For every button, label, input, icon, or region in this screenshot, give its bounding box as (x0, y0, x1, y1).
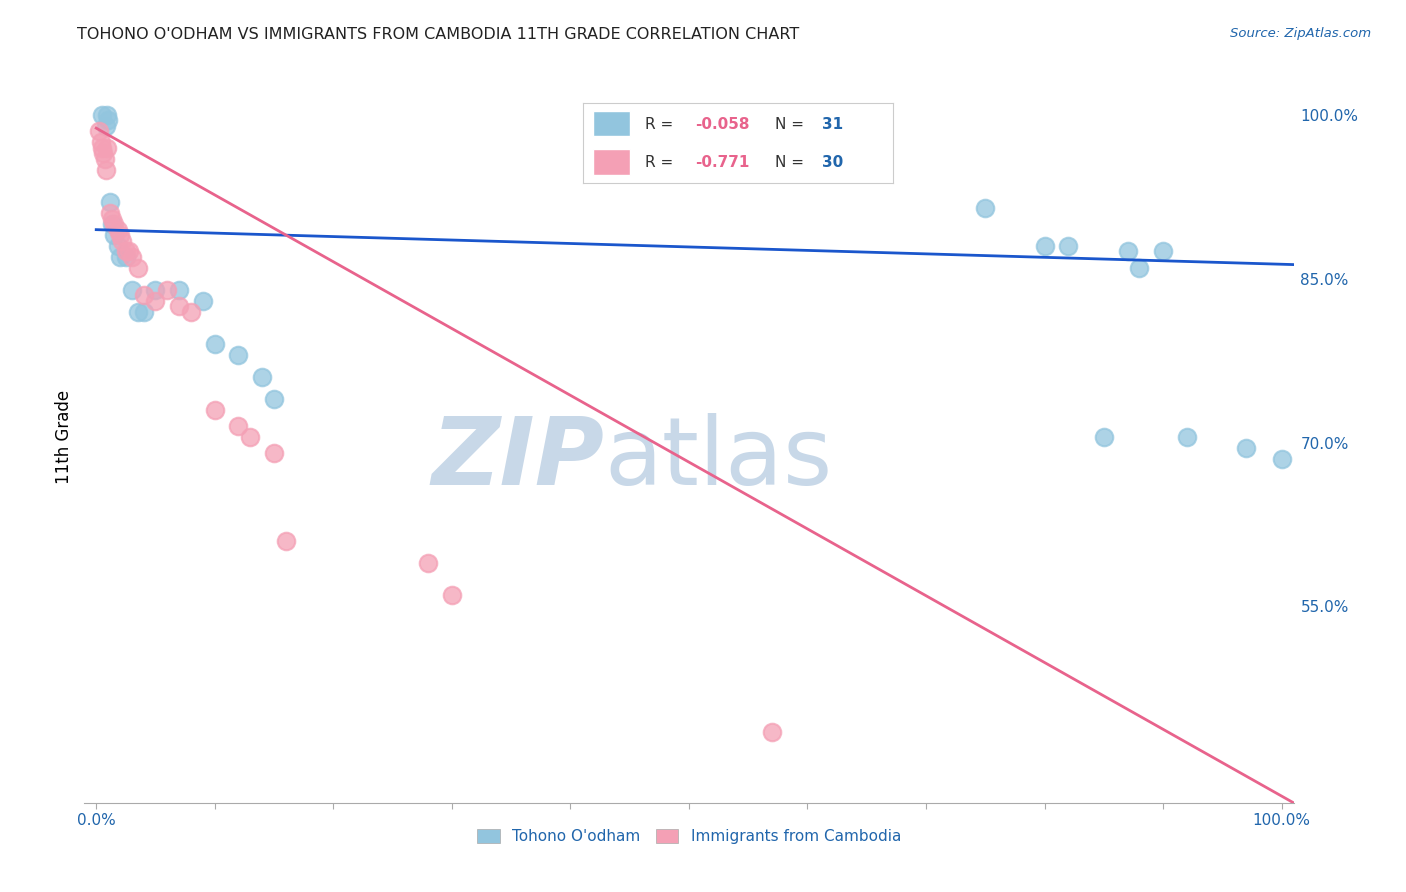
Point (1152, 244, 1174, 259)
Point (132, 288, 155, 302)
Point (96, 108, 118, 122)
Text: ZIP: ZIP (432, 413, 605, 505)
Point (115, 250, 138, 264)
Text: -0.771: -0.771 (695, 155, 749, 170)
Point (1116, 244, 1139, 259)
FancyBboxPatch shape (593, 111, 630, 136)
Point (132, 304, 155, 318)
Point (1234, 441, 1257, 455)
Text: 31: 31 (821, 117, 842, 132)
Point (94, 162, 117, 177)
Point (1128, 260, 1150, 275)
Point (250, 370, 273, 384)
Point (91, 108, 114, 122)
Point (204, 402, 226, 417)
Point (97, 113, 120, 128)
Point (103, 217, 125, 231)
Point (1033, 239, 1056, 253)
Point (118, 244, 141, 259)
Point (263, 392, 285, 406)
Point (100, 206, 122, 220)
Point (100, 195, 122, 210)
Point (111, 234, 134, 248)
Text: Source: ZipAtlas.com: Source: ZipAtlas.com (1230, 27, 1371, 40)
Point (96, 141, 118, 155)
Point (156, 283, 179, 297)
Text: R =: R = (645, 155, 679, 170)
Point (761, 724, 783, 739)
Point (974, 201, 997, 215)
Point (121, 250, 143, 264)
Text: N =: N = (775, 155, 808, 170)
Point (90, 136, 112, 150)
Point (121, 283, 143, 297)
Point (100, 211, 122, 226)
Point (115, 244, 138, 259)
Point (418, 556, 440, 570)
Point (93, 152, 115, 166)
Text: atlas: atlas (605, 413, 832, 505)
Point (108, 250, 131, 264)
Point (820, 146, 842, 161)
Point (228, 348, 250, 362)
Point (1092, 430, 1115, 444)
Text: TOHONO O'ODHAM VS IMMIGRANTS FROM CAMBODIA 11TH GRADE CORRELATION CHART: TOHONO O'ODHAM VS IMMIGRANTS FROM CAMBOD… (77, 27, 800, 42)
Point (274, 533, 297, 548)
Point (167, 283, 190, 297)
Y-axis label: 11th Grade: 11th Grade (55, 390, 73, 484)
Point (108, 228, 131, 243)
Point (263, 446, 285, 460)
Point (91, 146, 114, 161)
Point (239, 430, 262, 444)
Text: -0.058: -0.058 (695, 117, 749, 132)
Point (145, 283, 167, 297)
Text: 30: 30 (821, 155, 844, 170)
Point (87, 124, 110, 138)
Point (228, 419, 250, 434)
Point (167, 299, 190, 313)
Point (1057, 239, 1080, 253)
Point (145, 293, 167, 308)
Point (107, 222, 129, 236)
Point (103, 228, 125, 243)
Point (204, 337, 226, 351)
Point (107, 239, 129, 253)
FancyBboxPatch shape (593, 149, 630, 175)
Point (127, 304, 149, 318)
Legend: Tohono O'odham, Immigrants from Cambodia: Tohono O'odham, Immigrants from Cambodia (471, 822, 907, 850)
Point (191, 293, 214, 308)
Point (440, 588, 463, 602)
Point (1175, 430, 1198, 444)
Text: N =: N = (775, 117, 808, 132)
Point (91, 141, 114, 155)
Point (180, 304, 202, 318)
Point (100, 217, 122, 231)
Point (127, 260, 149, 275)
Text: R =: R = (645, 117, 679, 132)
Point (1271, 451, 1294, 466)
Point (94, 119, 117, 133)
